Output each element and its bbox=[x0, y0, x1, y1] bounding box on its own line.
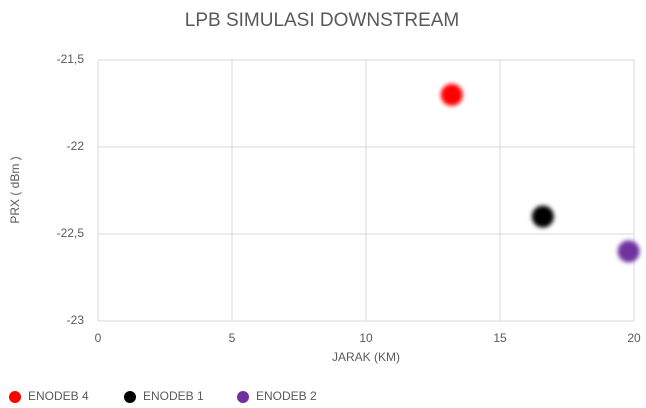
x-axis-label: JARAK (KM) bbox=[332, 350, 400, 364]
legend-marker bbox=[237, 391, 249, 403]
x-tick-label: 10 bbox=[359, 331, 373, 345]
y-tick-label: -22,5 bbox=[57, 226, 85, 240]
y-tick-label: -23 bbox=[67, 313, 85, 327]
x-tick-label: 0 bbox=[95, 331, 102, 345]
legend-marker bbox=[9, 391, 21, 403]
y-axis-label: PRX ( dBm ) bbox=[8, 156, 22, 223]
point bbox=[617, 240, 640, 263]
legend-marker bbox=[124, 391, 136, 403]
legend-label: ENODEB 1 bbox=[143, 389, 204, 403]
x-tick-label: 15 bbox=[493, 331, 507, 345]
x-tick-label: 20 bbox=[627, 331, 641, 345]
legend-label: ENODEB 2 bbox=[256, 389, 317, 403]
y-tick-label: -22 bbox=[67, 139, 85, 153]
chart-title: LPB SIMULASI DOWNSTREAM bbox=[185, 10, 460, 31]
legend-label: ENODEB 4 bbox=[28, 389, 89, 403]
point bbox=[440, 83, 463, 106]
point bbox=[531, 205, 554, 228]
y-tick-label: -21,5 bbox=[57, 52, 85, 66]
x-tick-label: 5 bbox=[229, 331, 236, 345]
